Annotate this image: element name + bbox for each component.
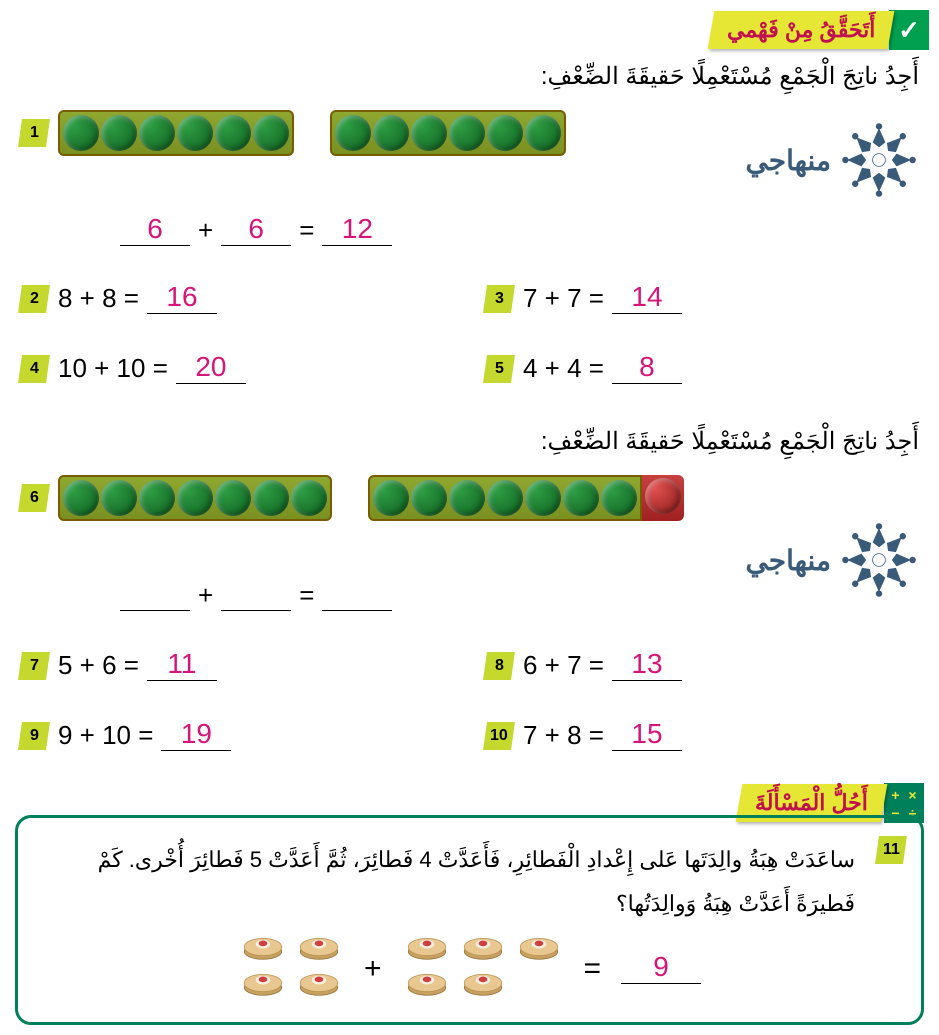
q2-expr: 8 + 8 =	[58, 283, 139, 314]
q8-ans: 13	[631, 648, 662, 680]
equation-q1: 6 + 6 = 12	[120, 215, 392, 246]
badge-3: 3	[483, 285, 515, 313]
badge-9: 9	[18, 722, 50, 750]
question-9: 9 9 + 10 = 19	[20, 720, 231, 751]
q1-a: 6	[147, 213, 163, 245]
equation-q6: + =	[120, 580, 392, 611]
cubes-q6-right	[368, 475, 684, 521]
problem-equation: + = 9	[34, 936, 905, 1002]
q9-expr: 9 + 10 =	[58, 720, 153, 751]
banner-tab: أَتَحَقَّقُ مِنْ فَهْمي	[707, 11, 894, 49]
badge-8: 8	[483, 652, 515, 680]
problem-banner-title: أَحُلُّ الْمَسْأَلَةَ	[755, 790, 868, 816]
question-3: 3 7 + 7 = 14	[485, 283, 682, 314]
q5-expr: 4 + 4 =	[523, 353, 604, 384]
badge-5: 5	[483, 355, 515, 383]
check-icon: ✓	[889, 10, 929, 50]
question-2: 2 8 + 8 = 16	[20, 283, 217, 314]
question-4: 4 10 + 10 = 20	[20, 353, 246, 384]
badge-2: 2	[18, 285, 50, 313]
q1-sum: 12	[342, 213, 373, 245]
question-1: 1	[20, 110, 566, 156]
question-5: 5 4 + 4 = 8	[485, 353, 682, 384]
q2-ans: 16	[166, 281, 197, 313]
pastry-group-right	[402, 936, 564, 1002]
problem-text: ساعَدَتْ هِبَةُ والِدَتَها عَلى إِعْدادِ…	[34, 838, 905, 926]
badge-7: 7	[18, 652, 50, 680]
question-8: 8 6 + 7 = 13	[485, 650, 682, 681]
q9-ans: 19	[181, 718, 212, 750]
q8-expr: 6 + 7 =	[523, 650, 604, 681]
logo-icon-2	[839, 520, 919, 600]
cubes-q1-left	[58, 110, 294, 156]
logo-block-1: منهاجي	[745, 120, 919, 200]
header-banner: أَتَحَقَّقُ مِنْ فَهْمي ✓	[711, 10, 929, 50]
logo-text-2: منهاجي	[745, 544, 831, 577]
question-10: 10 7 + 8 = 15	[485, 720, 682, 751]
badge-6: 6	[18, 484, 50, 512]
problem-answer: 9	[653, 951, 669, 983]
q3-ans: 14	[631, 281, 662, 313]
q3-expr: 7 + 7 =	[523, 283, 604, 314]
q10-ans: 15	[631, 718, 662, 750]
cubes-q6-left	[58, 475, 332, 521]
instruction-2: أَجِدُ ناتِجَ الْجَمْعِ مُسْتَعْمِلًا حَ…	[541, 427, 919, 456]
problem-box: 11 ساعَدَتْ هِبَةُ والِدَتَها عَلى إِعْد…	[15, 815, 924, 1025]
question-6: 6	[20, 475, 684, 521]
pastry-group-left	[238, 936, 344, 1002]
badge-11: 11	[875, 836, 907, 864]
logo-text: منهاجي	[745, 144, 831, 177]
q10-expr: 7 + 8 =	[523, 720, 604, 751]
question-7: 7 5 + 6 = 11	[20, 650, 217, 681]
cubes-q1-right	[330, 110, 566, 156]
q7-ans: 11	[167, 648, 196, 680]
logo-block-2: منهاجي	[745, 520, 919, 600]
q4-ans: 20	[195, 351, 226, 383]
logo-icon	[839, 120, 919, 200]
instruction-1: أَجِدُ ناتِجَ الْجَمْعِ مُسْتَعْمِلًا حَ…	[541, 62, 919, 91]
badge-10: 10	[483, 722, 515, 750]
q1-b: 6	[248, 213, 264, 245]
problem-area: أَحُلُّ الْمَسْأَلَةَ + × − ÷ 11 ساعَدَت…	[15, 785, 924, 1005]
q5-ans: 8	[639, 351, 655, 383]
badge-4: 4	[18, 355, 50, 383]
badge-1: 1	[18, 119, 50, 147]
q7-expr: 5 + 6 =	[58, 650, 139, 681]
banner-title: أَتَحَقَّقُ مِنْ فَهْمي	[727, 17, 875, 43]
q4-expr: 10 + 10 =	[58, 353, 168, 384]
